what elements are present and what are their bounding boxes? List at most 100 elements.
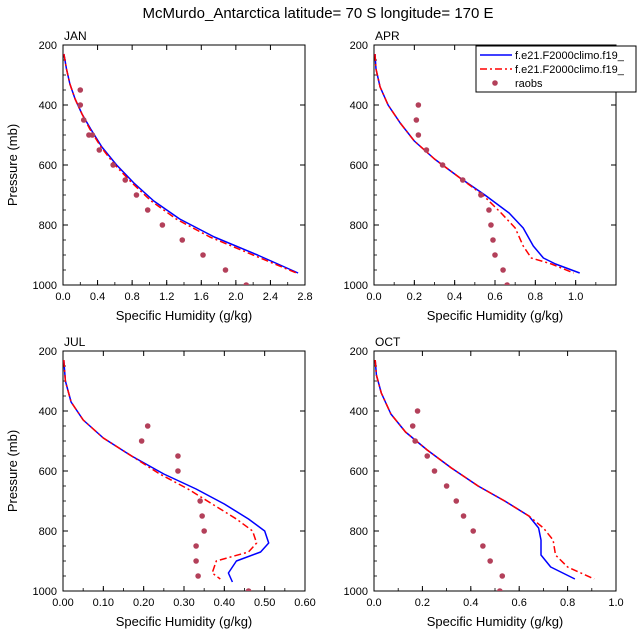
x-axis-label: Specific Humidity (g/kg)	[116, 614, 253, 629]
y-axis-label: Pressure (mb)	[5, 430, 20, 512]
legend-box	[475, 45, 637, 93]
raobs-point	[193, 558, 199, 564]
x-axis-label: Specific Humidity (g/kg)	[427, 308, 564, 323]
y-tick-label: 800	[350, 220, 368, 232]
y-tick-label: 1000	[344, 586, 368, 598]
raobs-point	[144, 423, 151, 429]
panel-title: JAN	[64, 29, 87, 43]
raobs-point	[480, 543, 486, 549]
y-tick-label: 800	[39, 220, 57, 232]
raobs-point	[138, 438, 145, 444]
y-tick-label: 600	[39, 160, 57, 172]
raobs-point	[175, 453, 181, 459]
raobs-point	[133, 192, 140, 198]
raobs-point	[195, 573, 201, 579]
raobs-point	[77, 102, 84, 108]
raobs-point	[478, 192, 484, 198]
x-tick-label: 0.50	[254, 597, 275, 609]
x-tick-label: 2.8	[297, 291, 312, 303]
y-tick-label: 200	[39, 40, 57, 52]
plot-frame	[62, 350, 306, 592]
y-tick-label: 1000	[344, 280, 368, 292]
x-tick-label: 0.60	[294, 597, 315, 609]
x-tick-label: 0.30	[173, 597, 194, 609]
series-line-blue	[63, 359, 270, 583]
panel-title: OCT	[375, 335, 401, 349]
raobs-point	[424, 453, 431, 459]
x-tick-label: 0.2	[407, 291, 422, 303]
raobs-point	[439, 162, 446, 168]
raobs-point	[415, 132, 422, 138]
panel-jan: 0.0 0.4 0.8 1.2 1.6 2.0 2.4 2.8 200 400 600 800 1000…	[5, 29, 313, 323]
panel-title: JUL	[64, 335, 86, 349]
y-tick-label: 800	[39, 526, 57, 538]
raobs-point	[197, 498, 203, 504]
series-line-blue	[374, 359, 576, 580]
x-tick-label: 0.4	[90, 291, 105, 303]
raobs-point	[460, 513, 467, 519]
x-tick-label: 1.0	[608, 597, 623, 609]
raobs-point	[487, 558, 493, 564]
legend-label: f.e21.F2000climo.f19_	[515, 64, 625, 76]
raobs-point	[245, 588, 252, 591]
raobs-point	[222, 267, 229, 273]
x-tick-label: 0.20	[133, 597, 154, 609]
series-line-red	[374, 53, 574, 274]
x-tick-label: 2.4	[263, 291, 278, 303]
y-tick-label: 400	[350, 406, 368, 418]
raobs-point	[490, 237, 496, 243]
x-tick-label: 0.0	[366, 291, 381, 303]
data-area	[374, 359, 595, 591]
series-line-red	[63, 359, 258, 580]
raobs-point	[80, 117, 87, 123]
raobs-point	[492, 252, 498, 258]
y-tick-label: 600	[39, 466, 57, 478]
panel-title: APR	[375, 29, 400, 43]
data-area	[63, 53, 299, 285]
x-tick-label: 0.40	[214, 597, 235, 609]
raobs-point	[415, 102, 422, 108]
y-tick-label: 1000	[33, 586, 57, 598]
raobs-point	[443, 483, 450, 489]
y-tick-label: 600	[350, 466, 368, 478]
raobs-point	[500, 267, 506, 273]
y-tick-label: 200	[350, 346, 368, 358]
raobs-point	[159, 222, 166, 228]
x-tick-label: 0.0	[366, 597, 381, 609]
x-axis-label: Specific Humidity (g/kg)	[427, 614, 564, 629]
y-tick-label: 400	[350, 100, 368, 112]
raobs-point	[122, 177, 129, 183]
x-tick-label: 0.4	[463, 597, 478, 609]
data-area	[63, 359, 270, 591]
raobs-point	[488, 222, 494, 228]
legend: f.e21.F2000climo.f19_ f.e21.F2000climo.f1…	[475, 45, 637, 93]
x-tick-label: 0.6	[512, 597, 527, 609]
x-tick-label: 0.8	[528, 291, 543, 303]
x-tick-label: 1.6	[194, 291, 209, 303]
series-line-red	[63, 53, 297, 274]
raobs-point	[459, 177, 466, 183]
raobs-point	[144, 207, 151, 213]
plot-frame	[373, 350, 617, 592]
legend-label: raobs	[515, 78, 543, 90]
raobs-point	[409, 423, 416, 429]
raobs-point	[77, 87, 84, 93]
x-axis-label: Specific Humidity (g/kg)	[116, 308, 253, 323]
y-tick-label: 400	[39, 406, 57, 418]
raobs-point	[110, 162, 116, 168]
raobs-point	[414, 408, 421, 414]
x-tick-label: 0.8	[560, 597, 575, 609]
legend-label: f.e21.F2000climo.f19_	[515, 50, 625, 62]
x-tick-label: 2.0	[228, 291, 243, 303]
raobs-point	[243, 282, 250, 285]
x-tick-label: 0.8	[124, 291, 139, 303]
panels: 0.0 0.4 0.8 1.2 1.6 2.0 2.4 2.8 200 400 600 800 1000…	[5, 29, 624, 629]
raobs-point	[200, 252, 206, 258]
y-tick-label: 400	[39, 100, 57, 112]
plot-frame	[62, 44, 306, 286]
raobs-point	[179, 237, 186, 243]
legend-marker	[492, 80, 498, 86]
y-tick-label: 200	[39, 346, 57, 358]
x-tick-label: 1.0	[568, 291, 583, 303]
raobs-point	[423, 147, 430, 153]
